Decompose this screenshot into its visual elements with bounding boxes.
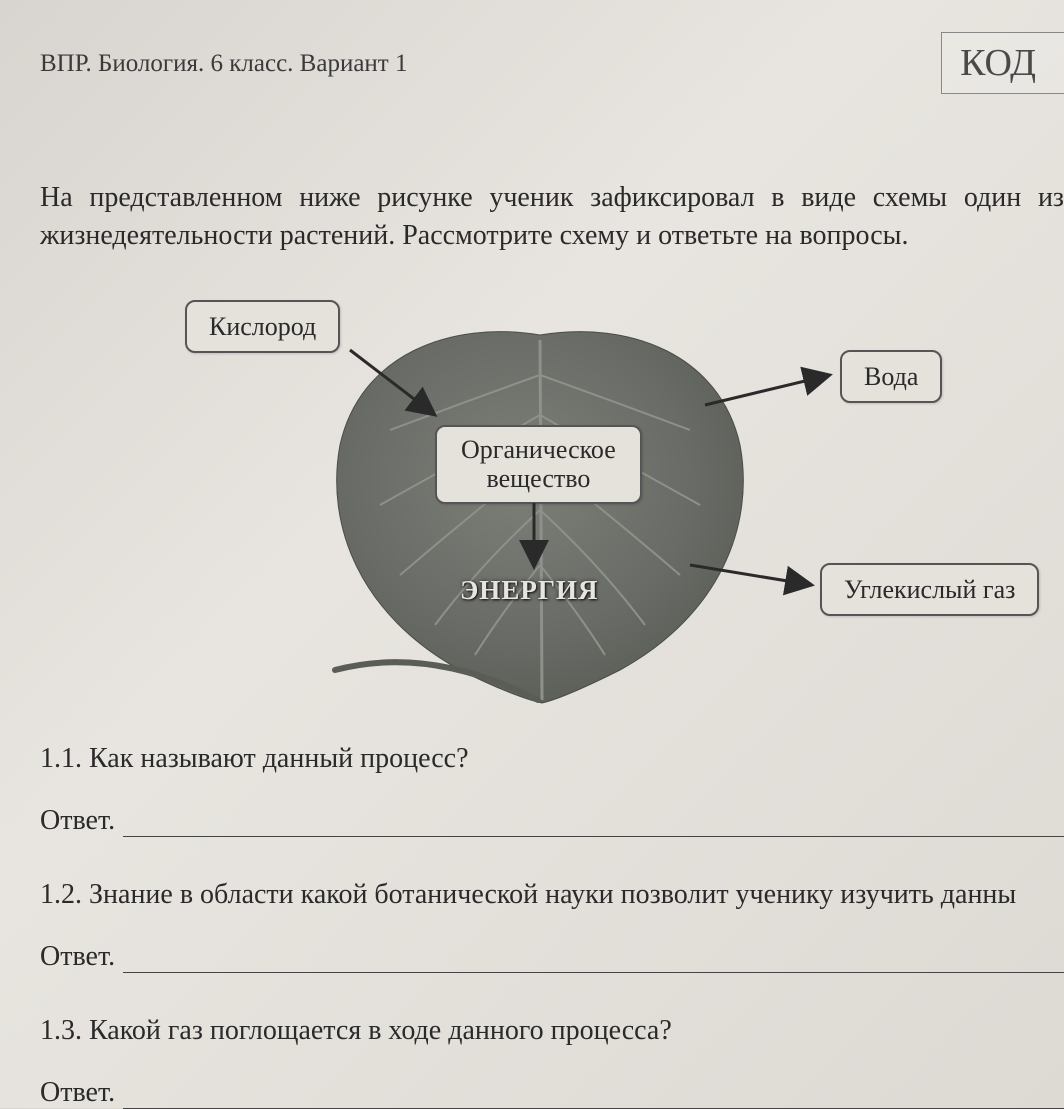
leaf-diagram: Кислород Вода Органическое вещество ЭНЕР… bbox=[40, 275, 1040, 715]
answer-line[interactable] bbox=[123, 971, 1064, 973]
leaf-shape bbox=[320, 305, 760, 705]
question-1-1: 1.1. Как называют данный процесс? bbox=[40, 743, 1064, 775]
node-oxygen: Кислород bbox=[185, 300, 340, 354]
answer-row-2: Ответ. bbox=[40, 941, 1064, 973]
question-1-2: 1.2. Знание в области какой ботанической… bbox=[40, 879, 1064, 911]
node-energy: ЭНЕРГИЯ bbox=[460, 575, 599, 606]
intro-paragraph: На представленном ниже рисунке ученик за… bbox=[40, 179, 1064, 255]
code-box: КОД bbox=[941, 32, 1064, 94]
page-header: ВПР. Биология. 6 класс. Вариант 1 КОД bbox=[40, 50, 1064, 94]
answer-label: Ответ. bbox=[40, 805, 115, 837]
question-1-3: 1.3. Какой газ поглощается в ходе данног… bbox=[40, 1015, 1064, 1047]
answer-row-1: Ответ. bbox=[40, 805, 1064, 837]
node-co2: Углекислый газ bbox=[820, 563, 1039, 617]
questions-block: 1.1. Как называют данный процесс? Ответ.… bbox=[40, 743, 1064, 1109]
document-title: ВПР. Биология. 6 класс. Вариант 1 bbox=[40, 50, 407, 78]
answer-label: Ответ. bbox=[40, 1077, 115, 1109]
organic-line1: Органическое bbox=[461, 435, 616, 464]
answer-line[interactable] bbox=[123, 835, 1064, 837]
answer-label: Ответ. bbox=[40, 941, 115, 973]
node-organic: Органическое вещество bbox=[435, 425, 642, 505]
node-water: Вода bbox=[840, 350, 942, 404]
organic-line2: вещество bbox=[486, 464, 590, 493]
answer-row-3: Ответ. bbox=[40, 1077, 1064, 1109]
